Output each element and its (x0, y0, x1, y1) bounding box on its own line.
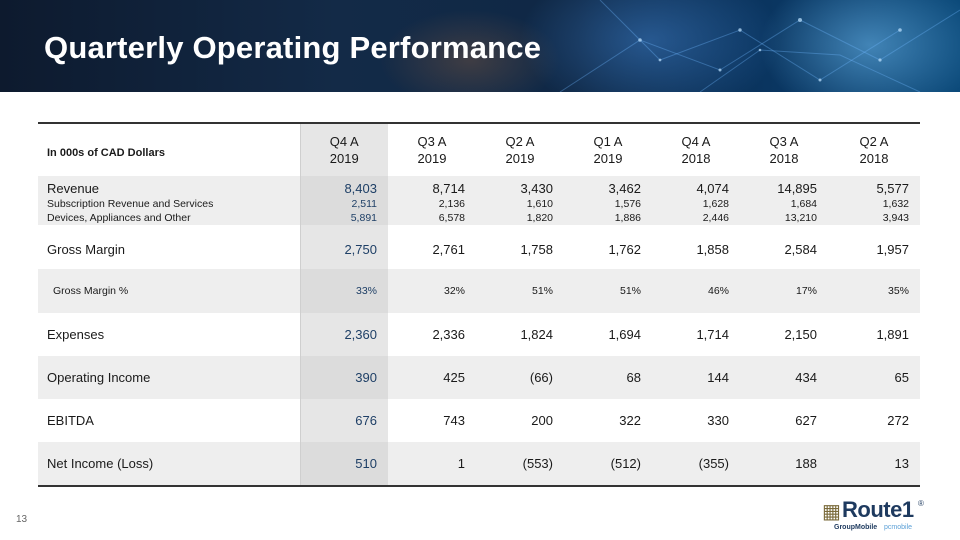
column-header: Q1 A 2019 (564, 122, 652, 176)
header-row: In 000s of CAD Dollars Q4 A 2019 Q3 A 2019… (38, 122, 920, 176)
column-header: Q3 A 2019 (388, 122, 476, 176)
route1-mark-icon: ▦ (822, 501, 841, 523)
route1-logo: ▦ Route1 ® GroupMobile pcmobile (822, 497, 924, 531)
table-row-gross-margin: Gross Margin 2,750 2,761 1,758 1,762 1,8… (38, 229, 920, 269)
column-header: Q3 A 2018 (740, 122, 828, 176)
table-row-net-income: Net Income (Loss) 510 1 (553) (512) (355… (38, 442, 920, 487)
column-header: Q2 A 2018 (828, 122, 920, 176)
column-header: Q4 A 2019 (299, 122, 388, 176)
slide-title: Quarterly Operating Performance (44, 30, 542, 65)
operating-performance-table: In 000s of CAD Dollars Q4 A 2019 Q3 A 2019… (38, 122, 920, 487)
column-header: Q4 A 2018 (652, 122, 740, 176)
network-lines-decoration (559, 0, 960, 92)
column-header: Q2 A 2019 (476, 122, 564, 176)
table-row-revenue: Revenue 8,403 8,714 3,430 3,462 4,074 14… (38, 176, 920, 197)
table-row-expenses: Expenses 2,360 2,336 1,824 1,694 1,714 2… (38, 313, 920, 356)
page-number: 13 (16, 514, 28, 525)
table-row-gross-margin-pct: Gross Margin % 33% 32% 51% 51% 46% 17% 3… (38, 269, 920, 313)
unit-label: In 000s of CAD Dollars (38, 122, 300, 176)
title-banner: Quarterly Operating Performance (0, 0, 960, 92)
table-row-revenue-breakdown: Subscription Revenue and Services Devices… (38, 197, 920, 225)
table-row-operating-income: Operating Income 390 425 (66) 68 144 434… (38, 356, 920, 399)
table-row-ebitda: EBITDA 676 743 200 322 330 627 272 (38, 399, 920, 442)
